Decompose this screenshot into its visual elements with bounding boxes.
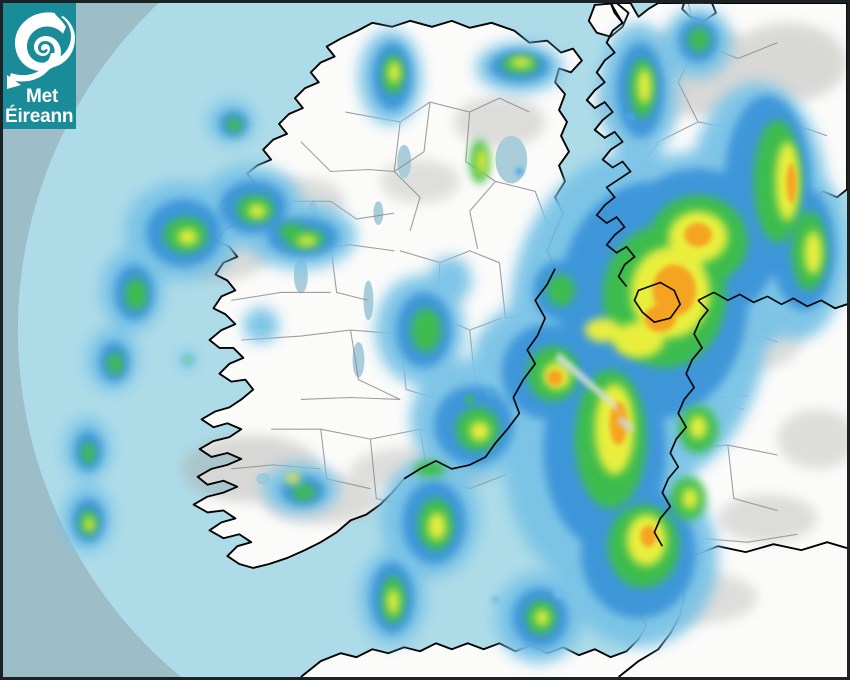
lake-lough-erne: [397, 144, 412, 179]
radar-beam-artefact: [555, 351, 635, 434]
lake-lough-allen: [373, 201, 384, 226]
precip-very-heavy-layer: [84, 57, 823, 626]
lake-lough-ree: [363, 280, 374, 321]
logo-wordmark: Met Éireann: [3, 87, 76, 126]
lake-lough-derg: [352, 341, 365, 378]
isolated-showers: [181, 113, 635, 604]
rainfall-radar-map: [3, 3, 847, 677]
met-eireann-spiral-logo: [7, 12, 75, 89]
lake-lough-neagh: [495, 135, 528, 184]
logo-line-2: Éireann: [5, 106, 74, 127]
land-island-hebrides: [588, 3, 629, 37]
logo-line-1: Met: [26, 86, 59, 107]
met-eireann-logo[interactable]: Met Éireann: [3, 3, 76, 129]
coastline-overlay: [403, 3, 847, 547]
